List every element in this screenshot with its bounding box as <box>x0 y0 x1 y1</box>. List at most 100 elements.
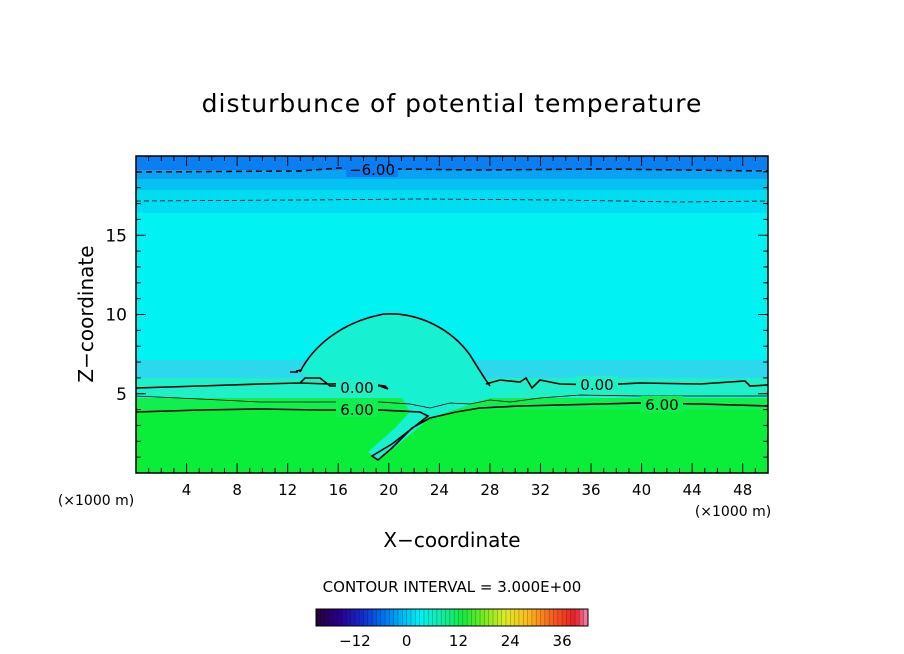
colorbar-cell <box>523 609 528 626</box>
contour-label: 0.00 <box>580 376 613 394</box>
colorbar-cell <box>376 609 382 626</box>
colorbar-cell <box>428 609 433 626</box>
colorbar-cell <box>385 609 390 626</box>
colorbar-ticks: −12 0 12 24 36 <box>339 632 572 650</box>
colorbar-cell <box>553 609 559 626</box>
colorbar-cell <box>406 609 412 626</box>
colorbar-cell <box>557 609 563 626</box>
band-top-2 <box>136 170 768 180</box>
colorbar-cell <box>454 609 459 626</box>
x-tick-label: 4 <box>182 481 192 499</box>
colorbar-cell <box>346 609 351 626</box>
colorbar-cell <box>449 609 455 626</box>
colorbar-cell <box>493 609 498 626</box>
colorbar-cell <box>445 609 451 626</box>
colorbar-cell <box>316 609 321 626</box>
colorbar-cell <box>536 609 541 626</box>
contour-3 <box>136 394 768 409</box>
x-axis-label: X−coordinate <box>383 528 520 552</box>
colorbar-cell <box>462 609 468 626</box>
colorbar-cell <box>354 609 360 626</box>
colorbar-cell <box>328 609 334 626</box>
contour-label-bg <box>641 396 683 412</box>
colorbar-tick-label: 12 <box>449 632 468 650</box>
x-tick-label: 12 <box>278 481 297 499</box>
colorbar-cell <box>415 609 421 626</box>
x-tick-label: 28 <box>480 481 499 499</box>
colorbar-tick-label: 24 <box>501 632 520 650</box>
band-top <box>136 156 768 171</box>
x-tick-label: 48 <box>733 481 752 499</box>
colorbar-cell <box>363 609 369 626</box>
contour-interval-text: CONTOUR INTERVAL = 3.000E+00 <box>323 578 582 596</box>
y-axis-label: Z−coordinate <box>74 245 98 382</box>
y-tick-label: 15 <box>105 226 127 246</box>
x-axis-ticks: 4 8 12 16 20 24 28 32 36 40 44 48 <box>148 156 756 499</box>
plot-area <box>136 156 768 473</box>
colorbar-cell <box>583 609 589 626</box>
colorbar-cell <box>488 609 494 626</box>
colorbar-cell <box>475 609 481 626</box>
colorbar-cell <box>419 609 425 626</box>
colorbar-cell <box>497 609 503 626</box>
colorbar-cell <box>510 609 516 626</box>
colorbar-cell <box>531 609 537 626</box>
colorbar-cell <box>544 609 550 626</box>
contour-label-bg <box>576 376 618 392</box>
colorbar-tick-label: 0 <box>402 632 412 650</box>
colorbar-cell <box>350 609 356 626</box>
colorbar-cell <box>514 609 520 626</box>
contour-label: −6.00 <box>349 161 395 179</box>
chart-title: disturbunce of potential temperature <box>202 89 703 118</box>
colorbar-cell <box>579 609 585 626</box>
colorbar-cell <box>410 609 416 626</box>
contour-label-bg <box>336 379 378 395</box>
x-tick-label: 32 <box>531 481 550 499</box>
x-tick-label: 16 <box>329 481 348 499</box>
x-unit-label-right: (×1000 m) <box>695 504 771 520</box>
colorbar-cell <box>423 609 429 626</box>
colorbar-cell <box>367 609 373 626</box>
colorbar-tick-label: 36 <box>553 632 572 650</box>
contour-neg3-dashed <box>136 198 768 203</box>
colorbar-cell <box>570 609 576 626</box>
colorbar-cell <box>432 609 438 626</box>
colorbar-cell <box>501 609 507 626</box>
colorbar-cell <box>562 609 567 626</box>
contour-label: 6.00 <box>340 401 373 419</box>
x-tick-label: 44 <box>683 481 702 499</box>
colorbar-cell <box>337 609 343 626</box>
colorbar-cell <box>402 609 408 626</box>
colorbar-cell <box>380 609 386 626</box>
colorbar-cell <box>471 609 477 626</box>
colorbar-cell <box>398 609 403 626</box>
colorbar-cell <box>566 609 572 626</box>
contour-label: 6.00 <box>645 396 678 414</box>
y-tick-label: 10 <box>105 306 127 326</box>
colorbar-cell <box>341 609 347 626</box>
colorbar-cell <box>484 609 490 626</box>
contour-0 <box>136 313 768 390</box>
colorbar-cell <box>480 609 485 626</box>
plume-region <box>300 313 526 460</box>
colorbar-cell <box>320 609 326 626</box>
x-tick-label: 20 <box>379 481 398 499</box>
colorbar-cell <box>436 609 442 626</box>
colorbar-cell <box>575 609 580 626</box>
colorbar-cell <box>393 609 399 626</box>
x-tick-label: 36 <box>581 481 600 499</box>
y-axis-ticks: 5 10 15 <box>105 171 768 458</box>
x-tick-label: 24 <box>430 481 449 499</box>
x-tick-label: 40 <box>632 481 651 499</box>
y-tick-label: 5 <box>116 385 127 405</box>
contour-label-bg <box>346 161 398 177</box>
colorbar-cell <box>505 609 511 626</box>
colorbar-cell <box>458 609 464 626</box>
colorbar-cell <box>527 609 533 626</box>
contour-label: 0.00 <box>340 379 373 397</box>
contour-label-bg <box>336 401 378 417</box>
band-top-3 <box>136 179 768 191</box>
colorbar-cell <box>372 609 377 626</box>
colorbar-cell <box>333 609 338 626</box>
colorbar-cell <box>549 609 554 626</box>
